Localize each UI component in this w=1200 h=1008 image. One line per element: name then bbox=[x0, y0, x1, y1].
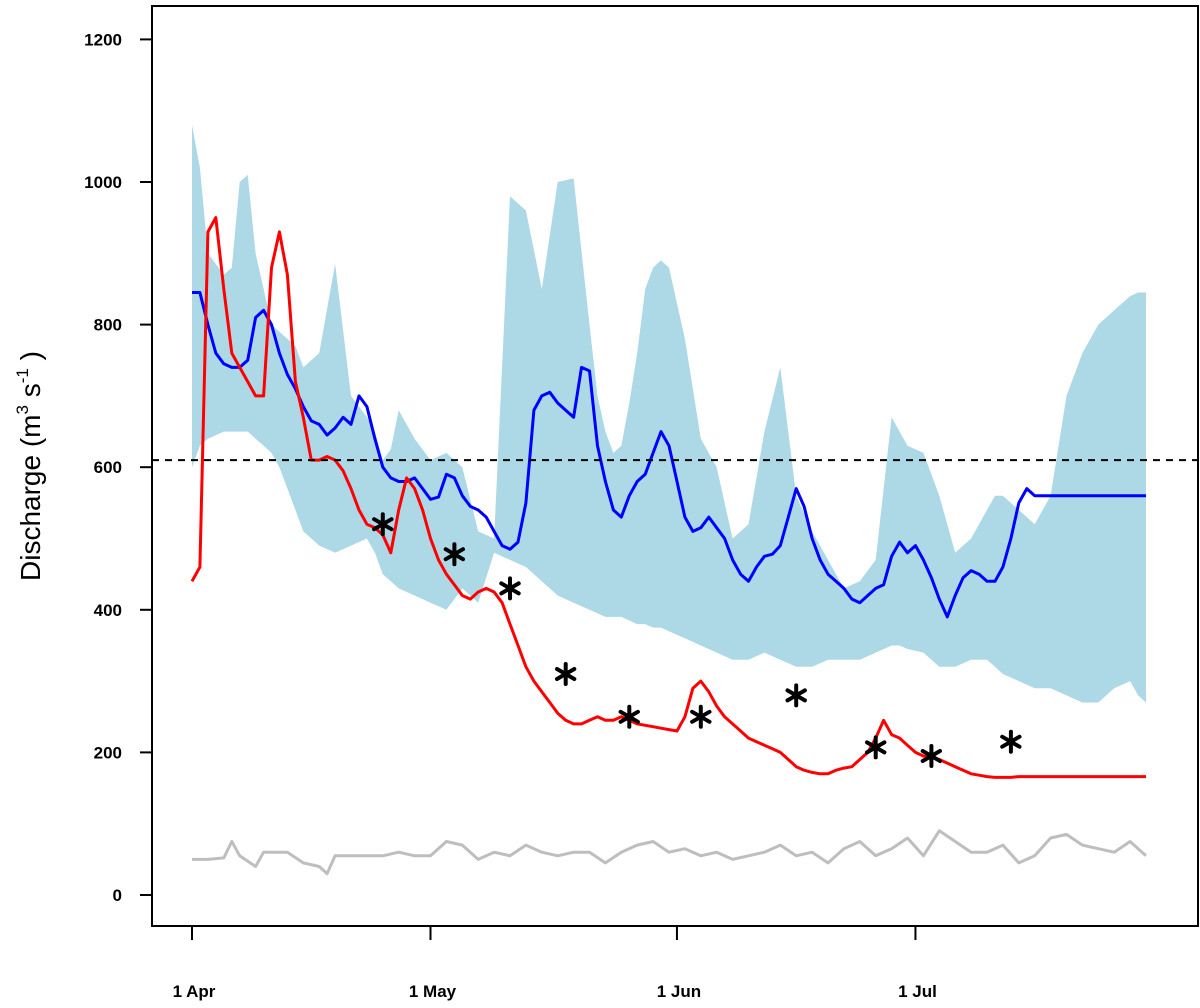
y-axis: 0 200 400 600 800 1000 1200 bbox=[84, 30, 152, 905]
y-tick-label: 600 bbox=[94, 458, 122, 477]
star-stroke bbox=[555, 667, 577, 681]
y-axis-title-group: Discharge (m3 s-1 ) bbox=[13, 351, 46, 581]
star-stroke bbox=[920, 749, 942, 763]
grey-series-line bbox=[192, 829, 1148, 876]
y-tick-label: 1000 bbox=[84, 173, 122, 192]
y-tick-label: 800 bbox=[94, 316, 122, 335]
y-tick-label: 200 bbox=[94, 743, 122, 762]
x-tick-label: 1 Apr bbox=[173, 982, 216, 1001]
star-layer bbox=[372, 512, 1022, 768]
star-marker bbox=[690, 704, 712, 729]
band-layer bbox=[192, 125, 1146, 703]
blue-series-line bbox=[192, 291, 1146, 619]
star-marker bbox=[920, 744, 942, 768]
plot-frame bbox=[151, 5, 1199, 927]
star-stroke bbox=[865, 740, 887, 755]
x-tick-label: 1 May bbox=[409, 982, 457, 1001]
range-band bbox=[192, 125, 1146, 703]
star-stroke bbox=[1000, 734, 1022, 749]
star-stroke bbox=[499, 581, 521, 596]
star-stroke bbox=[372, 517, 394, 532]
y-tick-label: 0 bbox=[113, 886, 122, 905]
star-marker bbox=[1000, 729, 1022, 754]
star-stroke bbox=[785, 688, 807, 703]
star-marker bbox=[618, 704, 640, 729]
red-series-line bbox=[190, 216, 1146, 779]
star-marker bbox=[372, 512, 394, 537]
star-marker bbox=[865, 735, 887, 760]
star-marker bbox=[785, 683, 807, 708]
y-tick-label: 400 bbox=[94, 601, 122, 620]
y-tick-label: 1200 bbox=[84, 30, 122, 49]
star-stroke bbox=[690, 709, 712, 724]
star-stroke bbox=[618, 709, 640, 724]
star-marker bbox=[443, 542, 465, 567]
star-marker bbox=[499, 576, 521, 601]
series-layer bbox=[190, 216, 1148, 876]
x-axis: 1 Apr 1 May 1 Jun 1 Jul bbox=[173, 926, 937, 1001]
star-stroke bbox=[443, 547, 465, 562]
x-tick-label: 1 Jun bbox=[657, 982, 701, 1001]
x-tick-label: 1 Jul bbox=[898, 982, 937, 1001]
star-marker bbox=[555, 662, 577, 686]
y-axis-title: Discharge (m3 s-1 ) bbox=[13, 351, 46, 581]
